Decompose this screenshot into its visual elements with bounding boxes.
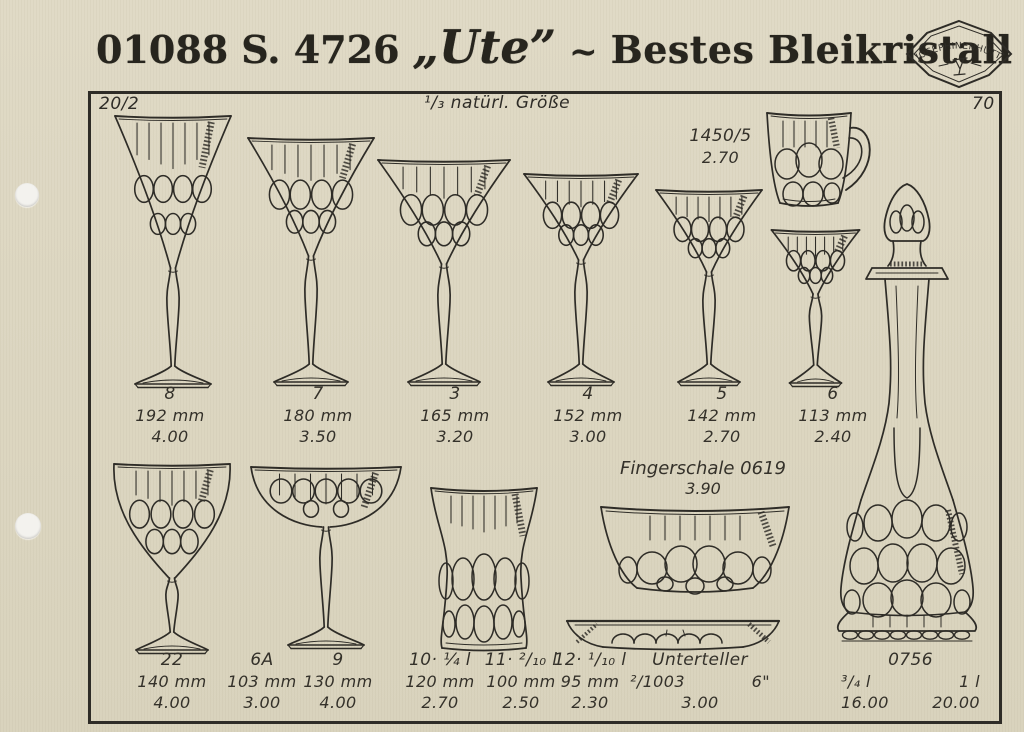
item-label-8: 8 192 mm 4.00 xyxy=(135,384,205,446)
item-label-11: 11· ²/₁₀ l 100 mm 2.50 xyxy=(484,650,558,712)
fingerschale-drawing xyxy=(595,498,795,602)
josephinenhuette-logo-icon: JOSEPHINENHÜTTE xyxy=(900,9,1015,92)
fingerschale-name: Fingerschale 0619 xyxy=(620,458,786,479)
unterteller-label: Unterteller ²/1003 6" 3.00 xyxy=(622,650,778,713)
glass-3-drawing xyxy=(372,156,516,388)
item-label-5: 5 142 mm 2.70 xyxy=(687,384,757,446)
decanter-price-1: 16.00 xyxy=(841,693,889,712)
page-number: 70 xyxy=(972,94,995,114)
decanter-price-2: 20.00 xyxy=(932,693,980,712)
glass-6-drawing xyxy=(768,226,863,389)
punch-hole-top xyxy=(15,183,39,207)
title-separator: ~ xyxy=(569,32,598,72)
tumbler-drawing xyxy=(423,482,545,654)
series-number: S. 4726 xyxy=(241,27,400,72)
item-label-3: 3 165 mm 3.20 xyxy=(420,384,490,446)
glass-5-drawing xyxy=(652,186,766,388)
decanter-label: 0756 ³/₄ l 1 l 16.00 20.00 xyxy=(833,650,988,713)
glass-4-drawing xyxy=(520,170,642,388)
item-label-7: 7 180 mm 3.50 xyxy=(283,384,353,446)
unterteller-name: Unterteller xyxy=(652,650,748,670)
item-label-9: 9 130 mm 4.00 xyxy=(303,650,373,712)
punch-hole-bottom xyxy=(15,513,41,539)
item-label-12: 12· ¹/₁₀ l 95 mm 2.30 xyxy=(553,650,627,712)
glass-8-drawing xyxy=(103,112,243,390)
coupe-9-drawing xyxy=(246,463,406,651)
cup-number: 1450/5 xyxy=(689,126,752,146)
item-label-22: 22 140 mm 4.00 xyxy=(137,650,207,712)
catalog-number: 01088 xyxy=(96,27,229,72)
unterteller-size: 6" xyxy=(751,672,770,691)
unterteller-code: ²/1003 xyxy=(630,672,685,691)
decanter-volume-2: 1 l xyxy=(959,672,980,691)
goblet-22-drawing xyxy=(104,460,240,656)
item-label-4: 4 152 mm 3.00 xyxy=(553,384,623,446)
catalog-frame-border xyxy=(88,91,1002,724)
cup-price: 2.70 xyxy=(701,148,740,167)
decanter-volume-1: ³/₄ l xyxy=(841,672,871,691)
page-title: 01088 S. 4726 „Ute” ~ Bestes Bleikristal… xyxy=(96,20,1012,80)
item-label-6a: 6A 103 mm 3.00 xyxy=(227,650,297,712)
decanter-0756-drawing xyxy=(828,178,986,648)
decanter-number: 0756 xyxy=(888,650,933,670)
cup-1450-drawing xyxy=(753,106,877,218)
fingerschale-label: Fingerschale 0619 3.90 xyxy=(598,458,808,498)
item-label-10: 10· ¼ l 120 mm 2.70 xyxy=(405,650,475,712)
unterteller-drawing xyxy=(563,612,783,656)
scale-note: ¹/₃ natürl. Größe xyxy=(423,93,571,113)
glass-7-drawing xyxy=(240,134,382,388)
cup-label: 1450/5 2.70 xyxy=(668,126,773,168)
item-label-6: 6 113 mm 2.40 xyxy=(798,384,868,446)
fingerschale-price: 3.90 xyxy=(685,479,721,498)
pattern-name: „Ute” xyxy=(412,20,557,74)
plate-number: 20/2 xyxy=(99,94,140,114)
unterteller-price: 3.00 xyxy=(681,693,719,712)
